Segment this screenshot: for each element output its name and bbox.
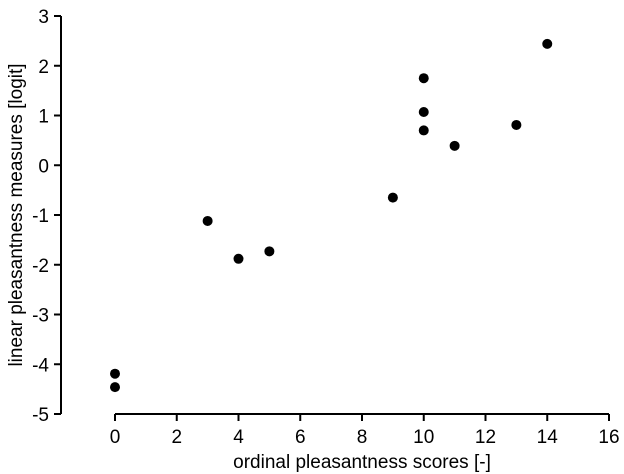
data-point — [418, 107, 429, 118]
y-axis-label: linear pleasantness measures [logit] — [6, 63, 27, 366]
x-tick-label: 8 — [357, 427, 368, 448]
x-axis-label: ordinal pleasantness scores [-] — [233, 452, 491, 473]
y-tick-label: -3 — [32, 306, 49, 327]
y-tick-label: 2 — [38, 57, 49, 78]
x-tick-label: 10 — [413, 427, 434, 448]
y-tick-label: -2 — [32, 256, 49, 277]
data-point — [418, 125, 429, 136]
y-tick-label: 0 — [38, 156, 49, 177]
data-point — [110, 368, 120, 379]
data-points — [110, 38, 553, 393]
x-tick-label: 12 — [475, 427, 496, 448]
y-tick-label: 1 — [38, 107, 49, 128]
x-tick-label: 4 — [233, 427, 244, 448]
x-tick-label: 14 — [537, 427, 559, 448]
data-point — [264, 246, 275, 257]
y-tick-label: 3 — [38, 7, 49, 28]
data-point — [202, 215, 213, 226]
x-axis-ticks: 0 2 4 6 8 10 12 14 16 — [110, 414, 620, 448]
data-point — [542, 38, 553, 49]
data-point — [387, 192, 398, 203]
y-axis-ticks: 3 2 1 0 -1 -2 -3 -4 -5 — [32, 7, 61, 426]
x-tick-label: 6 — [295, 427, 306, 448]
y-tick-label: -4 — [32, 355, 49, 376]
y-tick-label: -1 — [32, 206, 49, 227]
x-tick-label: 2 — [171, 427, 182, 448]
data-point — [233, 253, 244, 264]
y-tick-label: -5 — [32, 405, 49, 426]
data-point — [449, 140, 460, 151]
data-point — [511, 119, 522, 130]
x-tick-label: 0 — [110, 427, 121, 448]
x-tick-label: 16 — [598, 427, 619, 448]
data-point — [418, 73, 429, 84]
data-point — [110, 382, 120, 393]
